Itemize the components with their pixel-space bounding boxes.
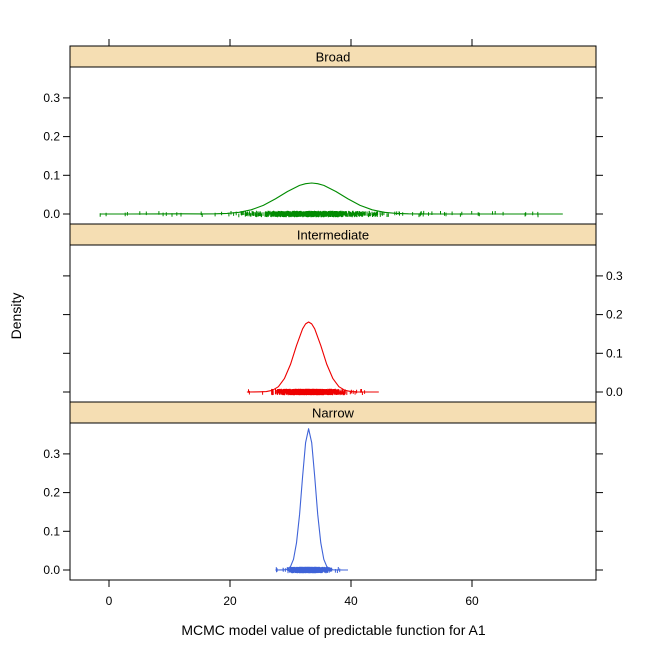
x-tick-label: 60	[465, 594, 479, 608]
panel-area	[69, 422, 597, 581]
y-tick-label: 0.2	[606, 308, 623, 322]
y-axis-title: Density	[8, 292, 24, 340]
panel-area	[69, 66, 597, 225]
rug-points	[248, 388, 366, 396]
strip-label: Intermediate	[297, 228, 369, 243]
panel-area	[69, 244, 597, 403]
y-tick-label: 0.1	[43, 168, 60, 182]
y-tick-label: 0.0	[606, 385, 623, 399]
density-curve	[275, 428, 348, 571]
x-tick-label: 0	[106, 594, 113, 608]
y-tick-label: 0.0	[43, 207, 60, 221]
density-curve	[99, 182, 563, 215]
y-tick-label: 0.1	[606, 346, 623, 360]
density-curve	[246, 321, 379, 393]
strip-label: Broad	[316, 50, 351, 65]
y-tick-label: 0.0	[43, 563, 60, 577]
y-tick-label: 0.2	[43, 486, 60, 500]
x-tick-label: 20	[223, 594, 237, 608]
y-tick-label: 0.3	[606, 269, 623, 283]
rug-points	[275, 566, 341, 574]
x-axis-title: MCMC model value of predictable function…	[181, 622, 486, 638]
strip-label: Narrow	[312, 406, 355, 421]
y-tick-label: 0.3	[43, 91, 60, 105]
y-tick-label: 0.3	[43, 447, 60, 461]
y-tick-label: 0.1	[43, 524, 60, 538]
x-tick-label: 40	[344, 594, 358, 608]
rug-points	[99, 210, 539, 218]
y-tick-label: 0.2	[43, 130, 60, 144]
